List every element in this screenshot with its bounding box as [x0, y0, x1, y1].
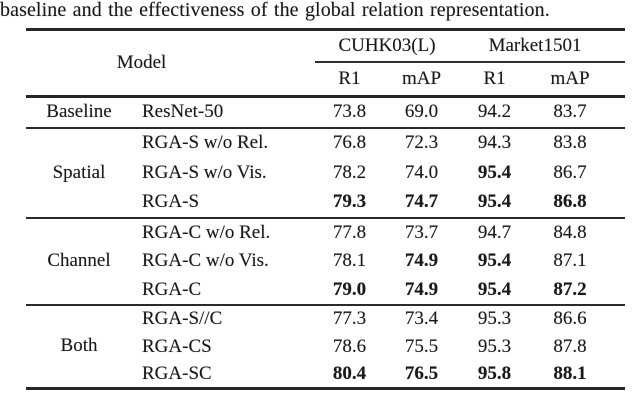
metric-value: 76.8 [332, 132, 367, 154]
metric-value: 86.7 [553, 161, 587, 183]
section-both: Both RGA-S//C 77.3 73.4 95.3 86.6 RGA-CS… [26, 304, 626, 389]
metric-value: 74.9 [404, 278, 439, 300]
metric-value: 86.8 [553, 191, 587, 213]
metric-value: 94.7 [477, 221, 512, 243]
group-label-spatial: Spatial [52, 161, 106, 183]
metric-value: 79.3 [332, 191, 367, 213]
table-row: Both RGA-S//C 77.3 73.4 95.3 86.6 [26, 305, 625, 356]
metric-value: 69.0 [404, 101, 439, 123]
metric-value: 87.1 [553, 250, 587, 272]
metric-value: 77.8 [332, 221, 367, 243]
metric-value: 95.3 [477, 308, 512, 330]
table-row: RGA-S w/o Vis. 78.2 74.0 95.4 86.7 [26, 158, 625, 188]
model-name: RGA-C [142, 278, 202, 300]
header-row-metrics: R1 mAP R1 mAP [26, 62, 625, 97]
model-name: RGA-SC [142, 362, 212, 384]
metric-value: 94.2 [477, 101, 512, 123]
metric-value: 95.4 [477, 250, 512, 272]
metric-value: 72.3 [404, 132, 439, 154]
header-model: Model [116, 52, 167, 74]
metric-value: 78.2 [332, 161, 367, 183]
metric-value: 77.3 [332, 308, 367, 330]
section-baseline: Baseline ResNet-50 73.8 69.0 94.2 83.7 [26, 96, 626, 128]
section-channel: Channel RGA-C w/o Rel. 77.8 73.7 94.7 84… [26, 217, 626, 305]
table-row: Channel RGA-C w/o Rel. 77.8 73.7 94.7 84… [26, 218, 625, 270]
metric-value: 78.6 [332, 335, 367, 357]
model-name: RGA-S//C [142, 308, 223, 330]
metric-value: 95.4 [477, 278, 512, 300]
table-row: RGA-CS 78.6 75.5 95.3 87.8 [26, 333, 625, 361]
model-name: RGA-S w/o Vis. [142, 161, 267, 183]
header-metric-map-market1501: mAP [550, 67, 590, 89]
metric-value: 88.1 [553, 362, 587, 384]
metric-value: 73.4 [404, 308, 439, 330]
results-table: Model CUHK03(L) Market1501 R1 mAP R1 mAP… [26, 28, 626, 390]
header-metric-r1-market1501: R1 [483, 67, 506, 89]
table-row: RGA-S 79.3 74.7 95.4 86.8 [26, 188, 625, 218]
model-name: ResNet-50 [142, 101, 224, 123]
group-label-channel: Channel [47, 250, 111, 272]
table-row: Baseline ResNet-50 73.8 69.0 94.2 83.7 [26, 97, 625, 128]
metric-value: 95.4 [477, 161, 512, 183]
model-name: RGA-S w/o Rel. [142, 132, 269, 154]
metric-value: 74.0 [404, 161, 439, 183]
group-label-both: Both [60, 335, 98, 357]
model-name: RGA-C w/o Vis. [142, 250, 269, 272]
metric-value: 73.7 [404, 221, 439, 243]
metric-value: 78.1 [332, 250, 367, 272]
metric-value: 87.2 [553, 278, 587, 300]
table-row: RGA-C w/o Vis. 78.1 74.9 95.4 87.1 [26, 247, 625, 276]
metric-value: 95.4 [477, 191, 512, 213]
metric-value: 79.0 [332, 278, 367, 300]
metric-value: 80.4 [332, 362, 367, 384]
metric-value: 74.7 [404, 191, 439, 213]
table-row: RGA-SC 80.4 76.5 95.8 88.1 [26, 361, 625, 389]
metric-value: 84.8 [553, 221, 587, 243]
metric-value: 87.8 [553, 335, 587, 357]
group-label-baseline: Baseline [46, 101, 112, 123]
metric-value: 83.7 [553, 101, 587, 123]
table-row: RGA-C 79.0 74.9 95.4 87.2 [26, 276, 625, 305]
model-name: RGA-CS [142, 335, 212, 357]
model-name: RGA-C w/o Rel. [142, 221, 271, 243]
metric-value: 95.8 [477, 362, 512, 384]
header-metric-map-cuhk03: mAP [401, 67, 442, 89]
metric-value: 74.9 [404, 250, 439, 272]
metric-value: 83.8 [553, 132, 587, 154]
model-name: RGA-S [142, 191, 200, 213]
metric-value: 86.6 [553, 308, 587, 330]
metric-value: 95.3 [477, 335, 512, 357]
metric-value: 73.8 [332, 101, 367, 123]
header-row-datasets: Model CUHK03(L) Market1501 [26, 29, 626, 73]
table-row: Spatial RGA-S w/o Rel. 76.8 72.3 94.3 83… [26, 128, 625, 182]
metric-value: 76.5 [404, 362, 439, 384]
header-dataset-market1501: Market1501 [459, 29, 626, 63]
table-header: Model CUHK03(L) Market1501 R1 mAP R1 mAP [26, 29, 626, 97]
metric-value: 94.3 [477, 132, 512, 154]
header-metric-r1-cuhk03: R1 [338, 67, 361, 89]
caption-text: baseline and the effectiveness of the gl… [0, 0, 550, 21]
header-dataset-cuhk03: CUHK03(L) [315, 29, 460, 63]
section-spatial: Spatial RGA-S w/o Rel. 76.8 72.3 94.3 83… [26, 127, 626, 218]
metric-value: 75.5 [404, 335, 439, 357]
